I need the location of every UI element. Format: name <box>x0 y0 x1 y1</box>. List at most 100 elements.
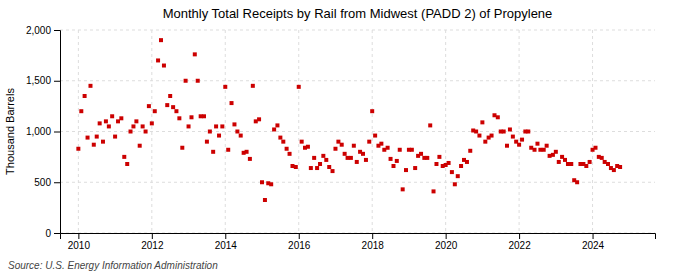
point <box>324 158 328 162</box>
x-tick-label: 2018 <box>362 240 385 251</box>
point <box>269 182 273 186</box>
point <box>502 130 506 134</box>
point <box>187 124 191 128</box>
point <box>474 130 478 134</box>
point <box>171 105 175 109</box>
point <box>159 38 163 42</box>
point <box>131 124 135 128</box>
point <box>202 114 206 118</box>
point <box>165 103 169 107</box>
point <box>272 127 276 131</box>
x-grid-line <box>78 30 79 233</box>
source: Source: U.S. Energy Information Administ… <box>8 260 218 271</box>
x-tick: 2014 <box>215 233 238 251</box>
point <box>395 159 399 163</box>
point <box>232 122 236 126</box>
point <box>340 143 344 147</box>
point <box>379 142 383 146</box>
x-grid-line <box>372 30 373 233</box>
point <box>217 134 221 138</box>
y-tick-mark <box>54 182 60 183</box>
x-tick-mark <box>372 233 373 239</box>
y-grid-line <box>60 80 655 81</box>
point <box>278 136 282 140</box>
point <box>557 160 561 164</box>
point <box>193 52 197 56</box>
point <box>333 147 337 151</box>
point <box>401 187 405 191</box>
y-tick-mark <box>54 132 60 133</box>
point <box>104 119 108 123</box>
point <box>275 123 279 127</box>
point <box>297 85 301 89</box>
x-tick-label: 2020 <box>435 240 458 251</box>
x-tick-mark <box>78 233 79 239</box>
y-tick-mark <box>54 30 60 31</box>
point <box>248 157 252 161</box>
x-tick: 2020 <box>435 233 458 251</box>
x-grid-line <box>519 30 520 233</box>
point <box>526 130 530 134</box>
x-axis: 20102012201420162018202020222024 <box>61 233 656 251</box>
point <box>88 84 92 88</box>
point <box>177 116 181 120</box>
point <box>180 146 184 150</box>
point <box>373 134 377 138</box>
point <box>101 140 105 144</box>
point <box>465 160 469 164</box>
x-tick-mark <box>593 233 594 239</box>
y-tick-label: 0 <box>45 228 51 239</box>
point <box>425 156 429 160</box>
point <box>230 101 234 105</box>
y-tick: 1,500 <box>26 75 60 86</box>
point <box>480 120 484 124</box>
point <box>545 144 549 148</box>
point <box>612 168 616 172</box>
point <box>600 156 604 160</box>
y-axis-line <box>54 31 61 234</box>
y-axis-title: Thousand Barrels <box>4 88 16 175</box>
point <box>162 64 166 68</box>
point <box>288 152 292 156</box>
point <box>113 135 117 139</box>
point <box>125 162 129 166</box>
y-tick-mark <box>54 81 60 82</box>
x-tick-mark <box>519 233 520 239</box>
point <box>554 150 558 154</box>
x-tick-label: 2016 <box>288 240 311 251</box>
point <box>432 189 436 193</box>
point <box>490 134 494 138</box>
point <box>306 145 310 149</box>
point <box>147 104 151 108</box>
y-tick-label: 500 <box>34 177 51 188</box>
point <box>355 160 359 164</box>
point <box>321 154 325 158</box>
point <box>349 156 353 160</box>
point <box>92 143 96 147</box>
y-grid-line <box>60 30 655 31</box>
points <box>76 38 622 202</box>
y-tick-label: 1,500 <box>26 75 51 86</box>
y-tick-label: 1,000 <box>26 126 51 137</box>
point <box>517 143 521 147</box>
point <box>511 135 515 139</box>
point <box>98 121 102 125</box>
title: Monthly Total Receipts by Rail from Midw… <box>163 6 553 21</box>
point <box>220 124 224 128</box>
point <box>398 148 402 152</box>
y-tick: 0 <box>45 228 60 239</box>
point <box>505 144 509 148</box>
point <box>584 164 588 168</box>
point <box>352 144 356 148</box>
point <box>79 109 83 113</box>
point <box>468 149 472 153</box>
point <box>508 127 512 131</box>
point <box>235 130 239 134</box>
point <box>569 162 573 166</box>
point <box>364 158 368 162</box>
point <box>542 148 546 152</box>
point <box>251 84 255 88</box>
point <box>404 168 408 172</box>
y-tick: 2,000 <box>26 25 60 36</box>
point <box>150 121 154 125</box>
